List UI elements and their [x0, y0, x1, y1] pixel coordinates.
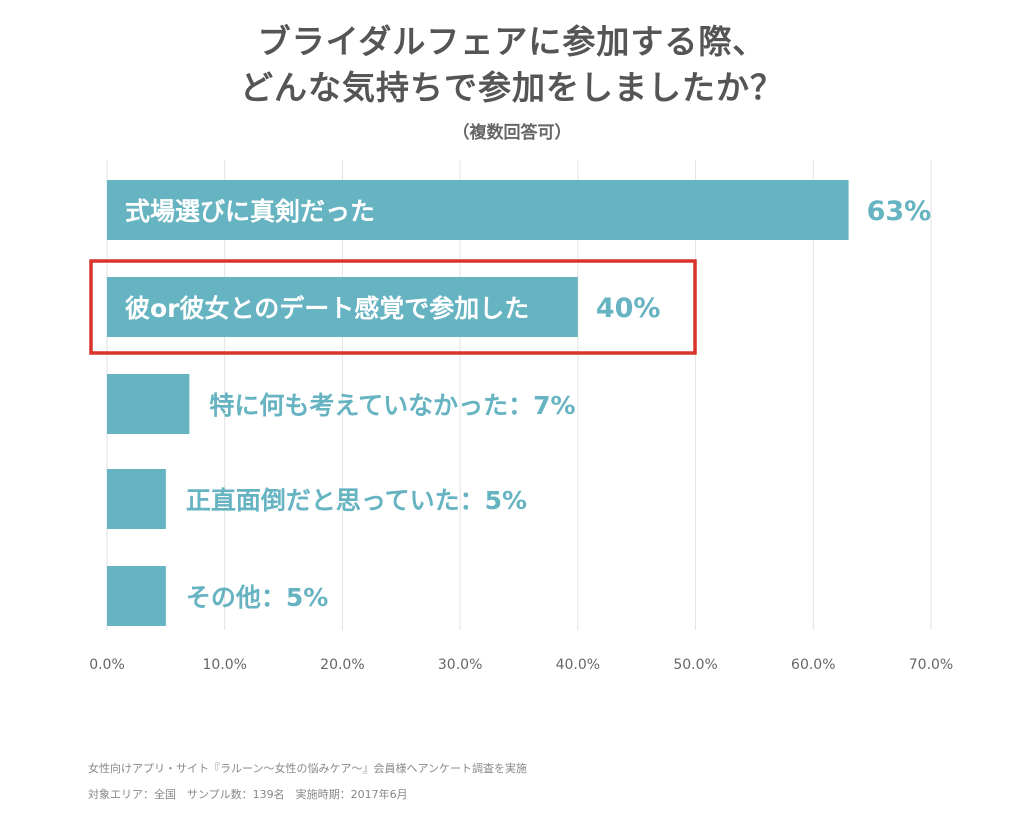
category-data-label: 正直面倒だと思っていた：5%	[186, 486, 527, 515]
category-label: 式場選びに真剣だった	[125, 197, 375, 226]
x-tick-label: 30.0%	[438, 657, 482, 673]
data-label: 63%	[867, 196, 932, 227]
x-tick-label: 70.0%	[909, 657, 953, 673]
category-data-label: その他：5%	[186, 583, 328, 612]
x-tick-label: 50.0%	[673, 657, 717, 673]
x-tick-label: 20.0%	[320, 657, 364, 673]
bar	[107, 566, 166, 626]
category-data-label: 特に何も考えていなかった：7%	[209, 391, 575, 420]
footnote-survey-source: 女性向けアプリ・サイト『ラルーン～女性の悩みケア～』会員様へアンケート調査を実施	[88, 762, 528, 775]
bar	[107, 374, 190, 434]
highlight-box	[89, 259, 697, 355]
x-tick-label: 40.0%	[556, 657, 600, 673]
x-tick-label: 0.0%	[89, 657, 125, 673]
bar-chart: 0.0% 10.0% 20.0% 30.0% 40.0% 50.0% 60.0% 70.0% 式…	[89, 160, 953, 673]
bar	[107, 180, 849, 240]
bar	[107, 469, 166, 529]
chart-title-line-1: ブライダルフェアに参加する際、	[257, 22, 767, 61]
x-tick-label: 60.0%	[791, 657, 835, 673]
chart-subtitle: （複数回答可）	[452, 123, 572, 143]
category-label: 彼or彼女とのデート感覚で参加した	[125, 294, 529, 323]
bar	[107, 277, 578, 337]
footnote-survey-details: 対象エリア：全国 サンプル数：139名 実施時期：2017年6月	[88, 788, 408, 801]
data-label: 40%	[596, 293, 661, 324]
x-tick-label: 10.0%	[202, 657, 246, 673]
chart-title-line-2: どんな気持ちで参加をしましたか？	[240, 68, 784, 107]
